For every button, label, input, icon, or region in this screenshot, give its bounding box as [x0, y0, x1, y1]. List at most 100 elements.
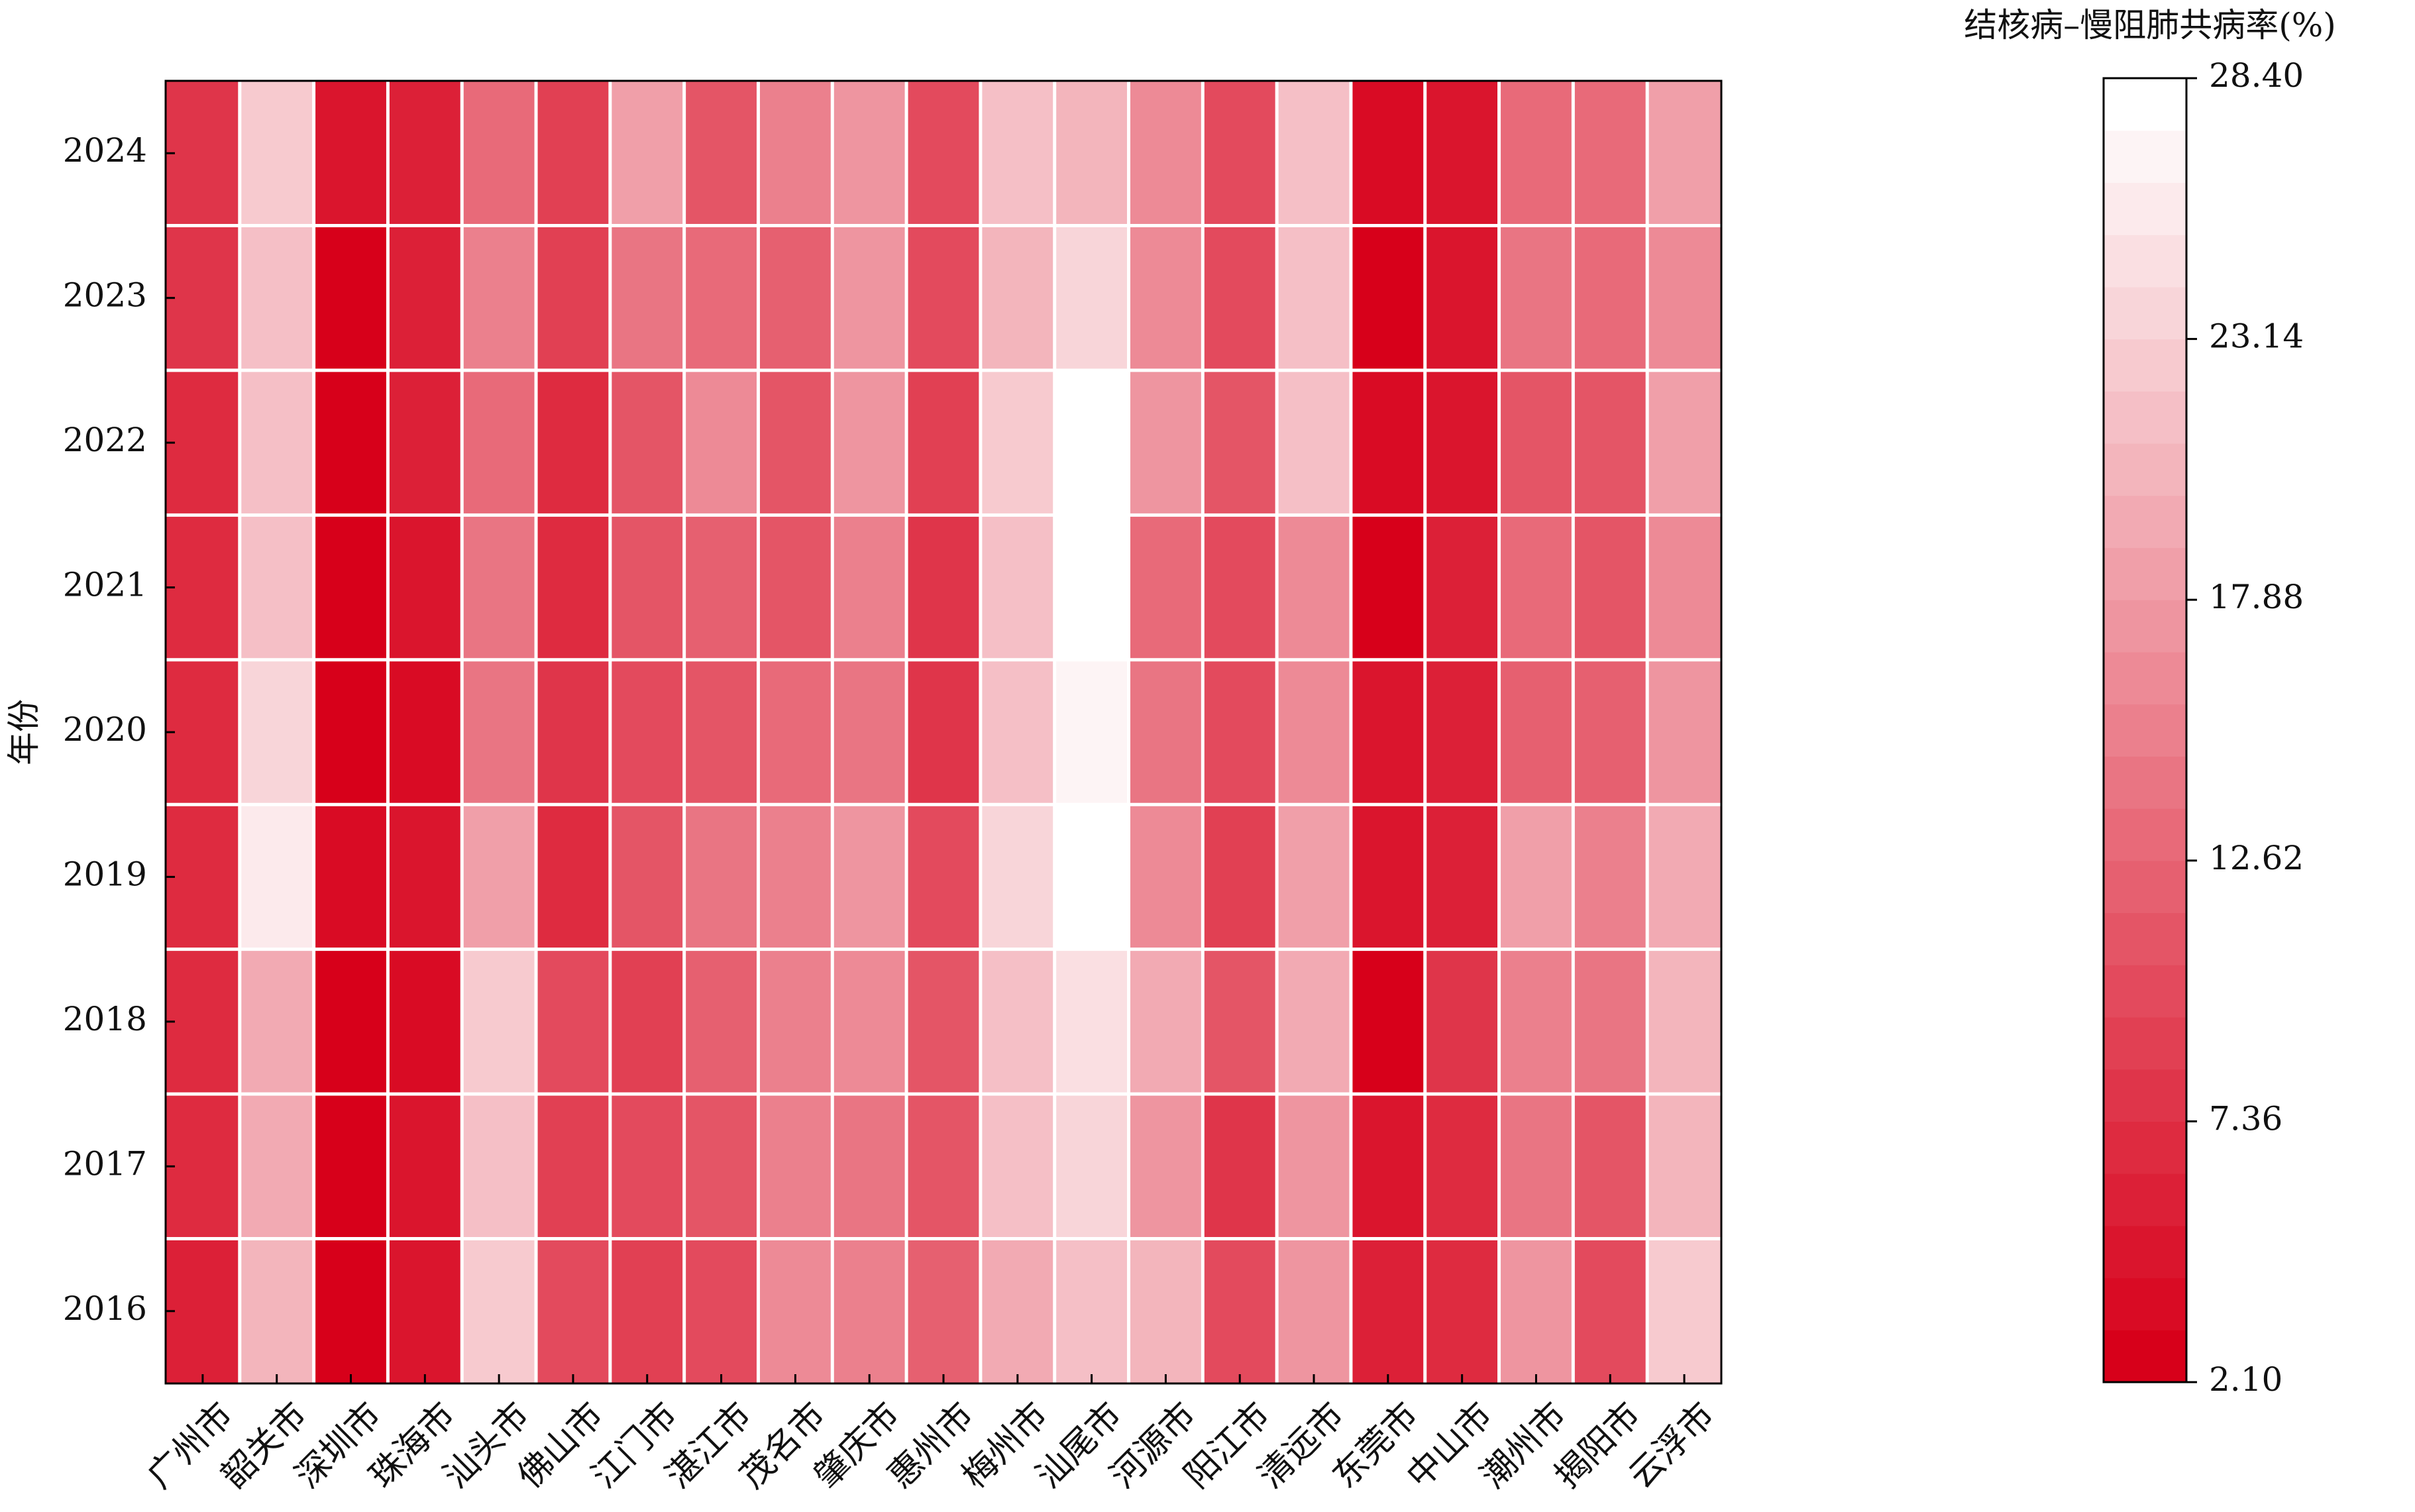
- heatmap-cell: [832, 804, 907, 950]
- heatmap-cell: [1424, 370, 1500, 515]
- heatmap-cell: [313, 949, 388, 1095]
- heatmap-cell: [313, 225, 388, 371]
- colorbar-segment: [2104, 495, 2186, 549]
- heatmap-cell: [1573, 1094, 1648, 1240]
- heatmap-cell: [610, 225, 685, 371]
- heatmap-cell: [980, 225, 1055, 371]
- heatmap-cell: [1647, 1094, 1722, 1240]
- heatmap-cell: [462, 1238, 537, 1384]
- heatmap-cell: [1647, 370, 1722, 515]
- x-tick-label: 汕头市: [436, 1395, 537, 1496]
- heatmap-cell: [1499, 1094, 1574, 1240]
- x-tick-label: 汕尾市: [1029, 1395, 1130, 1496]
- heatmap-cell: [1277, 515, 1352, 661]
- heatmap-cell: [166, 804, 241, 950]
- heatmap-cell: [1573, 804, 1648, 950]
- y-tick-label: 2017: [63, 1144, 147, 1183]
- colorbar-segment: [2104, 339, 2186, 392]
- heatmap-cell: [462, 804, 537, 950]
- heatmap-cell: [1499, 804, 1574, 950]
- colorbar-segment: [2104, 286, 2186, 340]
- colorbar-segment: [2104, 547, 2186, 600]
- heatmap-cell: [388, 225, 462, 371]
- colorbar-segment: [2104, 1121, 2186, 1174]
- x-tick-label: 梅州市: [955, 1395, 1056, 1496]
- heatmap-cell: [1203, 225, 1277, 371]
- heatmap-cell: [1277, 949, 1352, 1095]
- x-tick-label: 云浮市: [1621, 1395, 1723, 1496]
- heatmap-cell: [832, 81, 907, 226]
- heatmap-cell: [758, 225, 833, 371]
- heatmap-cell: [1054, 1094, 1130, 1240]
- y-axis-label: 年份: [5, 699, 43, 765]
- heatmap-cell: [684, 515, 759, 661]
- heatmap-cell: [1277, 370, 1352, 515]
- heatmap-cell: [1424, 1238, 1500, 1384]
- x-axis-ticks: 广州市韶关市深圳市珠海市汕头市佛山市江门市湛江市茂名市肇庆市惠州市梅州市汕尾市河…: [140, 1374, 1723, 1496]
- heatmap-cell: [1499, 81, 1574, 226]
- heatmap-cell: [980, 949, 1055, 1095]
- colorbar-segment: [2104, 1173, 2186, 1226]
- heatmap-cell: [684, 949, 759, 1095]
- heatmap-cell: [684, 1094, 759, 1240]
- colorbar-segment: [2104, 391, 2186, 444]
- heatmap-cell: [239, 949, 315, 1095]
- heatmap-cell: [1424, 804, 1500, 950]
- x-tick-label: 清远市: [1251, 1395, 1352, 1496]
- heatmap-cell: [239, 659, 315, 805]
- heatmap-cell: [313, 81, 388, 226]
- heatmap-cell: [1203, 804, 1277, 950]
- heatmap-cell: [1054, 949, 1130, 1095]
- x-tick-label: 河源市: [1102, 1395, 1204, 1496]
- heatmap-cell: [313, 804, 388, 950]
- heatmap-cell: [1424, 659, 1500, 805]
- y-tick-label: 2021: [63, 566, 147, 604]
- heatmap-cell: [536, 949, 611, 1095]
- heatmap-cell: [536, 659, 611, 805]
- y-tick-label: 2022: [63, 421, 147, 459]
- heatmap-cell: [1277, 1094, 1352, 1240]
- heatmap-cell: [1647, 81, 1722, 226]
- x-tick-label: 中山市: [1399, 1395, 1501, 1496]
- heatmap-cell: [536, 225, 611, 371]
- heatmap-cell: [239, 225, 315, 371]
- heatmap-cell: [313, 1238, 388, 1384]
- x-tick-label: 肇庆市: [806, 1395, 908, 1496]
- heatmap-cell: [1424, 1094, 1500, 1240]
- x-tick-label: 江门市: [584, 1395, 686, 1496]
- heatmap-cell: [1499, 225, 1574, 371]
- heatmap-cell: [758, 949, 833, 1095]
- heatmap-cell: [980, 659, 1055, 805]
- heatmap-cell: [462, 515, 537, 661]
- colorbar-tick-label: 12.62: [2209, 839, 2304, 877]
- heatmap-cell: [388, 515, 462, 661]
- heatmap-cell: [906, 370, 981, 515]
- heatmap-cell: [684, 370, 759, 515]
- x-tick-label: 佛山市: [510, 1395, 612, 1496]
- colorbar-ticks: 2.10 7.36 12.62 17.88 23.14 28.40: [2186, 56, 2304, 1399]
- heatmap-cell: [166, 1094, 241, 1240]
- heatmap-cell: [1128, 81, 1203, 226]
- heatmap-cell: [980, 81, 1055, 226]
- heatmap-cell: [1350, 659, 1426, 805]
- heatmap-cell: [536, 81, 611, 226]
- colorbar-tick-label: 17.88: [2209, 578, 2304, 616]
- heatmap-cell: [1350, 515, 1426, 661]
- heatmap-cell: [462, 370, 537, 515]
- heatmap-cell: [1647, 804, 1722, 950]
- cell-grid-lines: [166, 81, 1721, 1383]
- heatmap-cell: [1499, 515, 1574, 661]
- colorbar-segment: [2104, 704, 2186, 757]
- heatmap-cell: [684, 81, 759, 226]
- heatmap-cell: [1573, 370, 1648, 515]
- heatmap-cell: [1203, 1094, 1277, 1240]
- heatmap-cell: [906, 81, 981, 226]
- heatmap-cell: [1647, 659, 1722, 805]
- colorbar-segment: [2104, 651, 2186, 705]
- colorbar-segment: [2104, 1069, 2186, 1122]
- x-tick-label: 惠州市: [881, 1395, 982, 1496]
- heatmap-cell: [980, 370, 1055, 515]
- heatmap-cell: [1128, 804, 1203, 950]
- colorbar-segment: [2104, 235, 2186, 288]
